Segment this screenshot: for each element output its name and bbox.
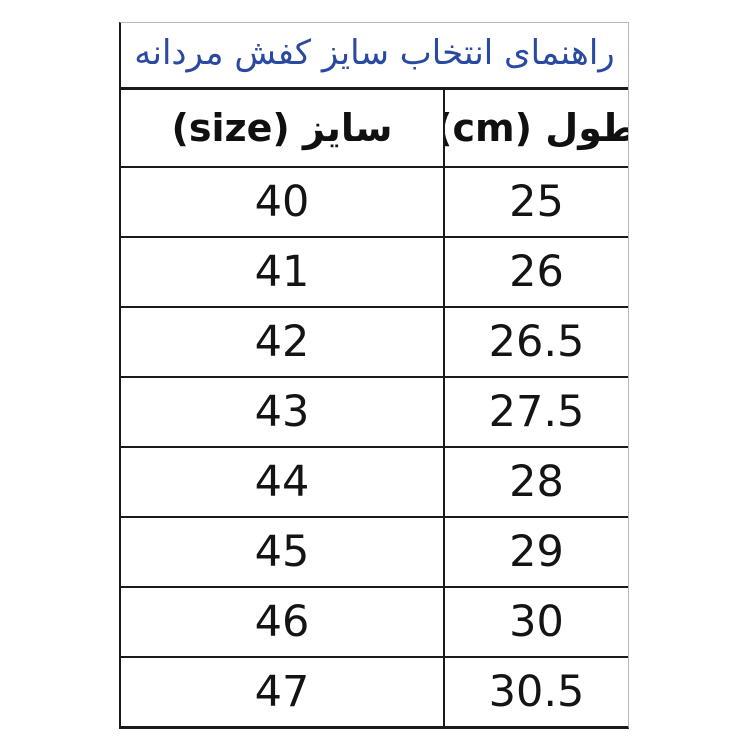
- size-value: 41: [254, 247, 310, 297]
- column-header-cm: طول (cm): [445, 106, 628, 150]
- cm-cell: 30: [445, 588, 628, 656]
- table-row: 42 26.5: [121, 308, 628, 378]
- cm-value: 29: [509, 527, 564, 577]
- size-value: 43: [254, 387, 310, 437]
- table-title-row: راهنمای انتخاب سایز کفش مردانه: [121, 23, 628, 90]
- table-header-row: سایز (size) طول (cm): [121, 90, 628, 168]
- cm-value: 30: [509, 597, 564, 647]
- size-cell: 43: [121, 378, 445, 446]
- cm-cell: 25: [445, 168, 628, 236]
- size-value: 40: [254, 177, 310, 227]
- size-cell: 41: [121, 238, 445, 306]
- cm-cell: 27.5: [445, 378, 628, 446]
- size-value: 44: [254, 457, 310, 507]
- table-row: 44 28: [121, 448, 628, 518]
- column-header-size: سایز (size): [171, 106, 393, 150]
- size-header-cell: سایز (size): [121, 90, 445, 166]
- cm-value: 27.5: [488, 387, 585, 437]
- table-title: راهنمای انتخاب سایز کفش مردانه: [134, 33, 615, 73]
- cm-cell: 28: [445, 448, 628, 516]
- cm-value: 28: [509, 457, 564, 507]
- cm-cell: 30.5: [445, 658, 628, 726]
- size-guide-table: راهنمای انتخاب سایز کفش مردانه سایز (siz…: [119, 22, 629, 729]
- cm-header-cell: طول (cm): [445, 90, 628, 166]
- table-row: 43 27.5: [121, 378, 628, 448]
- size-cell: 47: [121, 658, 445, 726]
- table-row: 40 25: [121, 168, 628, 238]
- cm-value: 30.5: [488, 667, 585, 717]
- table-row: 45 29: [121, 518, 628, 588]
- cm-cell: 26: [445, 238, 628, 306]
- size-cell: 40: [121, 168, 445, 236]
- cm-cell: 29: [445, 518, 628, 586]
- size-cell: 45: [121, 518, 445, 586]
- size-cell: 44: [121, 448, 445, 516]
- cm-value: 26.5: [488, 317, 585, 367]
- table-row: 47 30.5: [121, 658, 628, 726]
- size-value: 45: [254, 527, 310, 577]
- table-row: 46 30: [121, 588, 628, 658]
- cm-cell: 26.5: [445, 308, 628, 376]
- size-value: 46: [254, 597, 310, 647]
- cm-value: 25: [509, 177, 564, 227]
- size-value: 42: [254, 317, 310, 367]
- size-cell: 42: [121, 308, 445, 376]
- size-cell: 46: [121, 588, 445, 656]
- size-value: 47: [254, 667, 310, 717]
- table-row: 41 26: [121, 238, 628, 308]
- cm-value: 26: [509, 247, 564, 297]
